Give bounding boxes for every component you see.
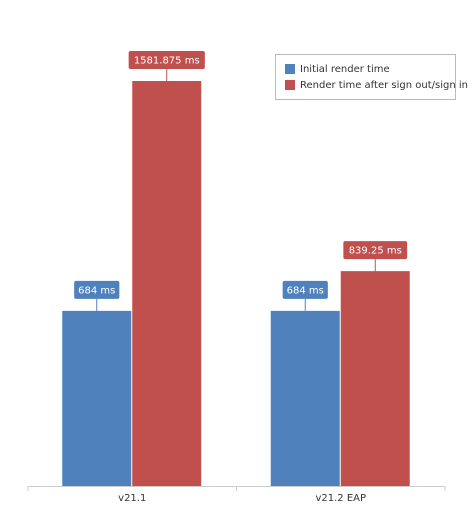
- value-label-box: [282, 280, 328, 299]
- bar: [270, 310, 340, 486]
- bar: [340, 271, 410, 486]
- bar: [132, 81, 202, 486]
- value-label: 839.25 ms: [349, 246, 402, 257]
- value-label-box: [343, 241, 408, 260]
- legend-label: Initial render time: [300, 64, 390, 75]
- x-tick-label: v21.2 EAP: [315, 493, 366, 504]
- x-tick-label: v21.1: [118, 493, 146, 504]
- bar: [62, 310, 132, 486]
- value-label: 1581.875 ms: [134, 56, 200, 67]
- legend-box: [275, 54, 456, 100]
- legend-swatch: [285, 80, 295, 90]
- legend-label: Render time after sign out/sign in: [300, 80, 468, 91]
- value-label-box: [74, 280, 120, 299]
- value-label: 684 ms: [287, 285, 324, 296]
- value-label-box: [128, 51, 205, 69]
- legend-swatch: [285, 64, 295, 74]
- value-label: 684 ms: [78, 285, 115, 296]
